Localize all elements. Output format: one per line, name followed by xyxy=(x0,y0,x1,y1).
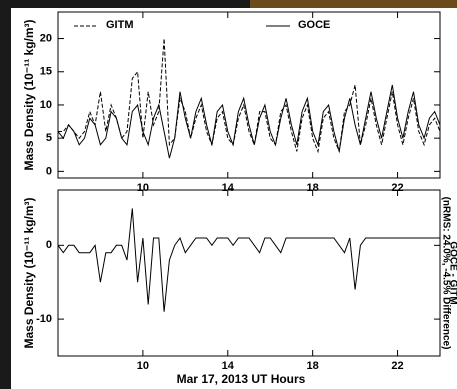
y-tick-label: 20 xyxy=(40,32,52,44)
x-tick-label: 18 xyxy=(307,360,319,372)
x-tick-label: 14 xyxy=(222,360,235,372)
legend-label: GITM xyxy=(106,19,134,31)
y-axis-label: Mass Density (10⁻¹¹ kg/m³) xyxy=(22,197,36,348)
y-tick-label: -10 xyxy=(36,313,52,325)
x-tick-label: 22 xyxy=(391,360,403,372)
right-label: (nRMS: 24.0%, -4.5% Difference) xyxy=(440,197,451,350)
y-tick-label: 0 xyxy=(46,239,52,251)
top-strip xyxy=(250,0,457,9)
legend-label: GOCE xyxy=(298,19,330,31)
y-tick-label: 5 xyxy=(46,132,52,144)
x-tick-label: 10 xyxy=(137,360,149,372)
y-tick-label: 15 xyxy=(40,66,52,78)
y-tick-label: 10 xyxy=(40,99,52,111)
x-axis-label: Mar 17, 2013 UT Hours xyxy=(177,372,306,386)
figure-panel xyxy=(11,8,457,389)
figure: 0 5 10 15 20 10 14 18 22 GITM GOCE Mass Density (10… xyxy=(0,0,457,389)
y-tick-label: 0 xyxy=(46,165,52,177)
y-axis-label: Mass Density (10⁻¹¹ kg/m³) xyxy=(22,19,36,170)
